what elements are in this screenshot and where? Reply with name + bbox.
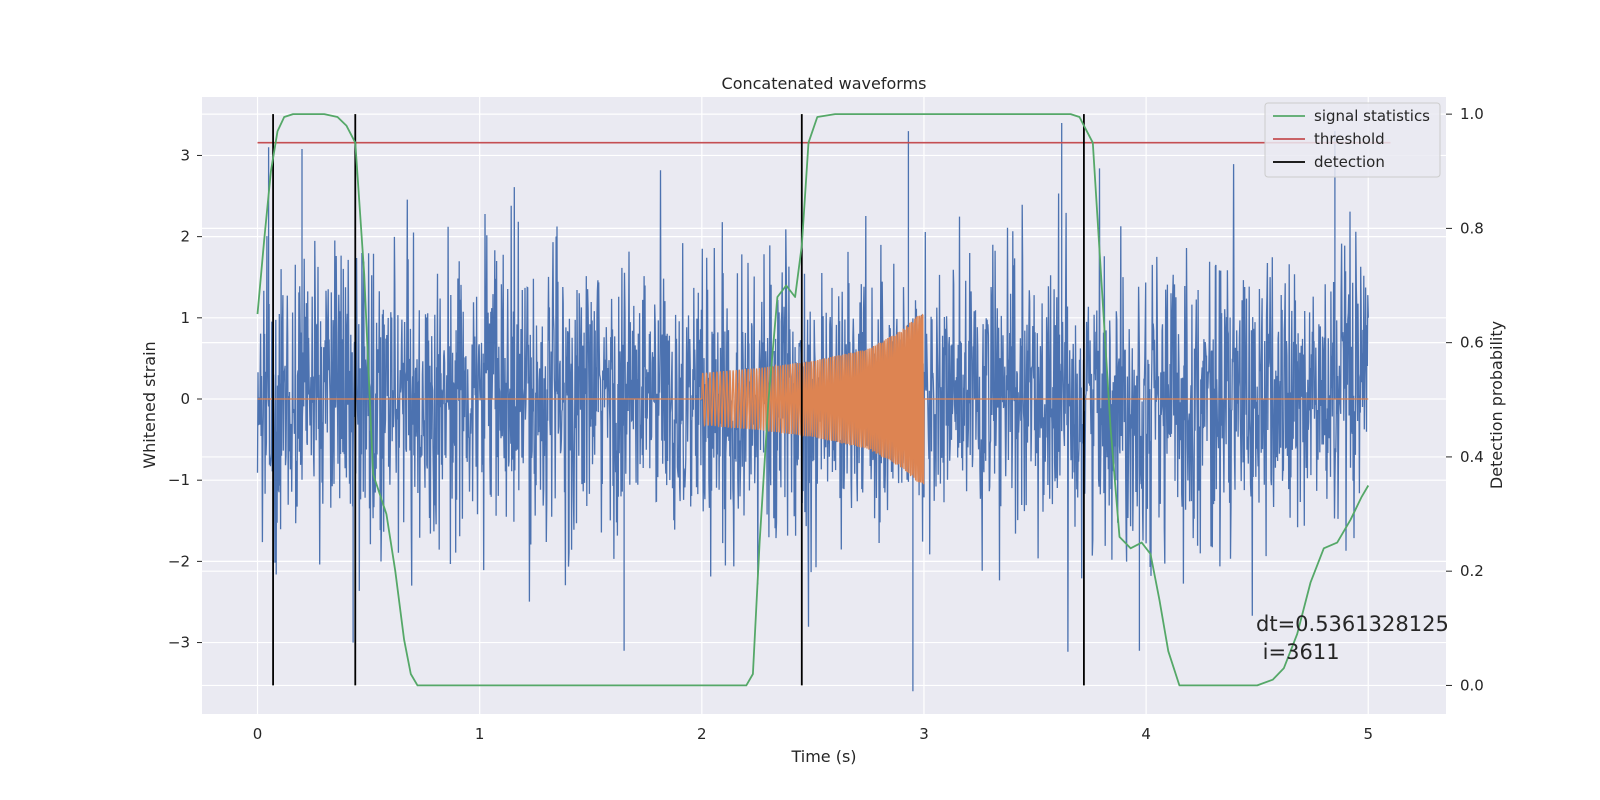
- y2-axis-label: Detection probability: [1487, 321, 1506, 489]
- legend-label-detection: detection: [1314, 153, 1385, 171]
- grid: [202, 97, 1446, 714]
- y-tick-label: 3: [180, 146, 190, 164]
- annotation-i: i=3611: [1256, 640, 1340, 664]
- y2-tick-label: 0.8: [1460, 219, 1484, 237]
- y-tick-label: 1: [180, 309, 190, 327]
- legend-label-threshold: threshold: [1314, 130, 1385, 148]
- y-tick-label: −2: [168, 552, 190, 570]
- noise-line: [256, 123, 1369, 692]
- y-tick-label: −3: [168, 634, 190, 652]
- y2-tick-label: 0.0: [1460, 676, 1484, 694]
- chart-title: Concatenated waveforms: [722, 74, 927, 93]
- y2-tick-label: 1.0: [1460, 105, 1484, 123]
- x-tick-label: 0: [253, 725, 263, 743]
- x-tick-label: 4: [1141, 725, 1151, 743]
- y-ticks: −3 −2 −1 0 1 2 3: [168, 146, 202, 652]
- x-tick-label: 2: [697, 725, 707, 743]
- y-axis-label: Whitened strain: [140, 341, 159, 468]
- chirp-line: [257, 313, 1369, 485]
- legend: signal statistics threshold detection: [1264, 102, 1441, 178]
- x-tick-label: 5: [1363, 725, 1373, 743]
- y-tick-label: 2: [180, 228, 190, 246]
- signal-statistics-series: [256, 113, 1370, 687]
- legend-label-signal-statistics: signal statistics: [1314, 107, 1430, 125]
- y2-tick-label: 0.6: [1460, 334, 1484, 352]
- signal-statistics-line: [256, 113, 1370, 687]
- y-tick-label: −1: [168, 471, 190, 489]
- y-tick-label: 0: [180, 390, 190, 408]
- x-tick-label: 3: [919, 725, 929, 743]
- noise-series: [256, 123, 1369, 692]
- x-tick-label: 1: [475, 725, 485, 743]
- y2-tick-label: 0.4: [1460, 448, 1484, 466]
- legend-box: [1264, 102, 1441, 178]
- x-ticks: 0 1 2 3 4 5: [253, 725, 1373, 743]
- y2-tick-label: 0.2: [1460, 562, 1484, 580]
- annotation-dt: dt=0.5361328125: [1256, 612, 1449, 636]
- chirp-series: [257, 313, 1369, 485]
- detection-series: [272, 114, 1085, 686]
- y2-ticks: 0.0 0.2 0.4 0.6 0.8 1.0: [1446, 105, 1484, 694]
- x-axis-label: Time (s): [790, 747, 856, 766]
- plot-content: [256, 113, 1391, 692]
